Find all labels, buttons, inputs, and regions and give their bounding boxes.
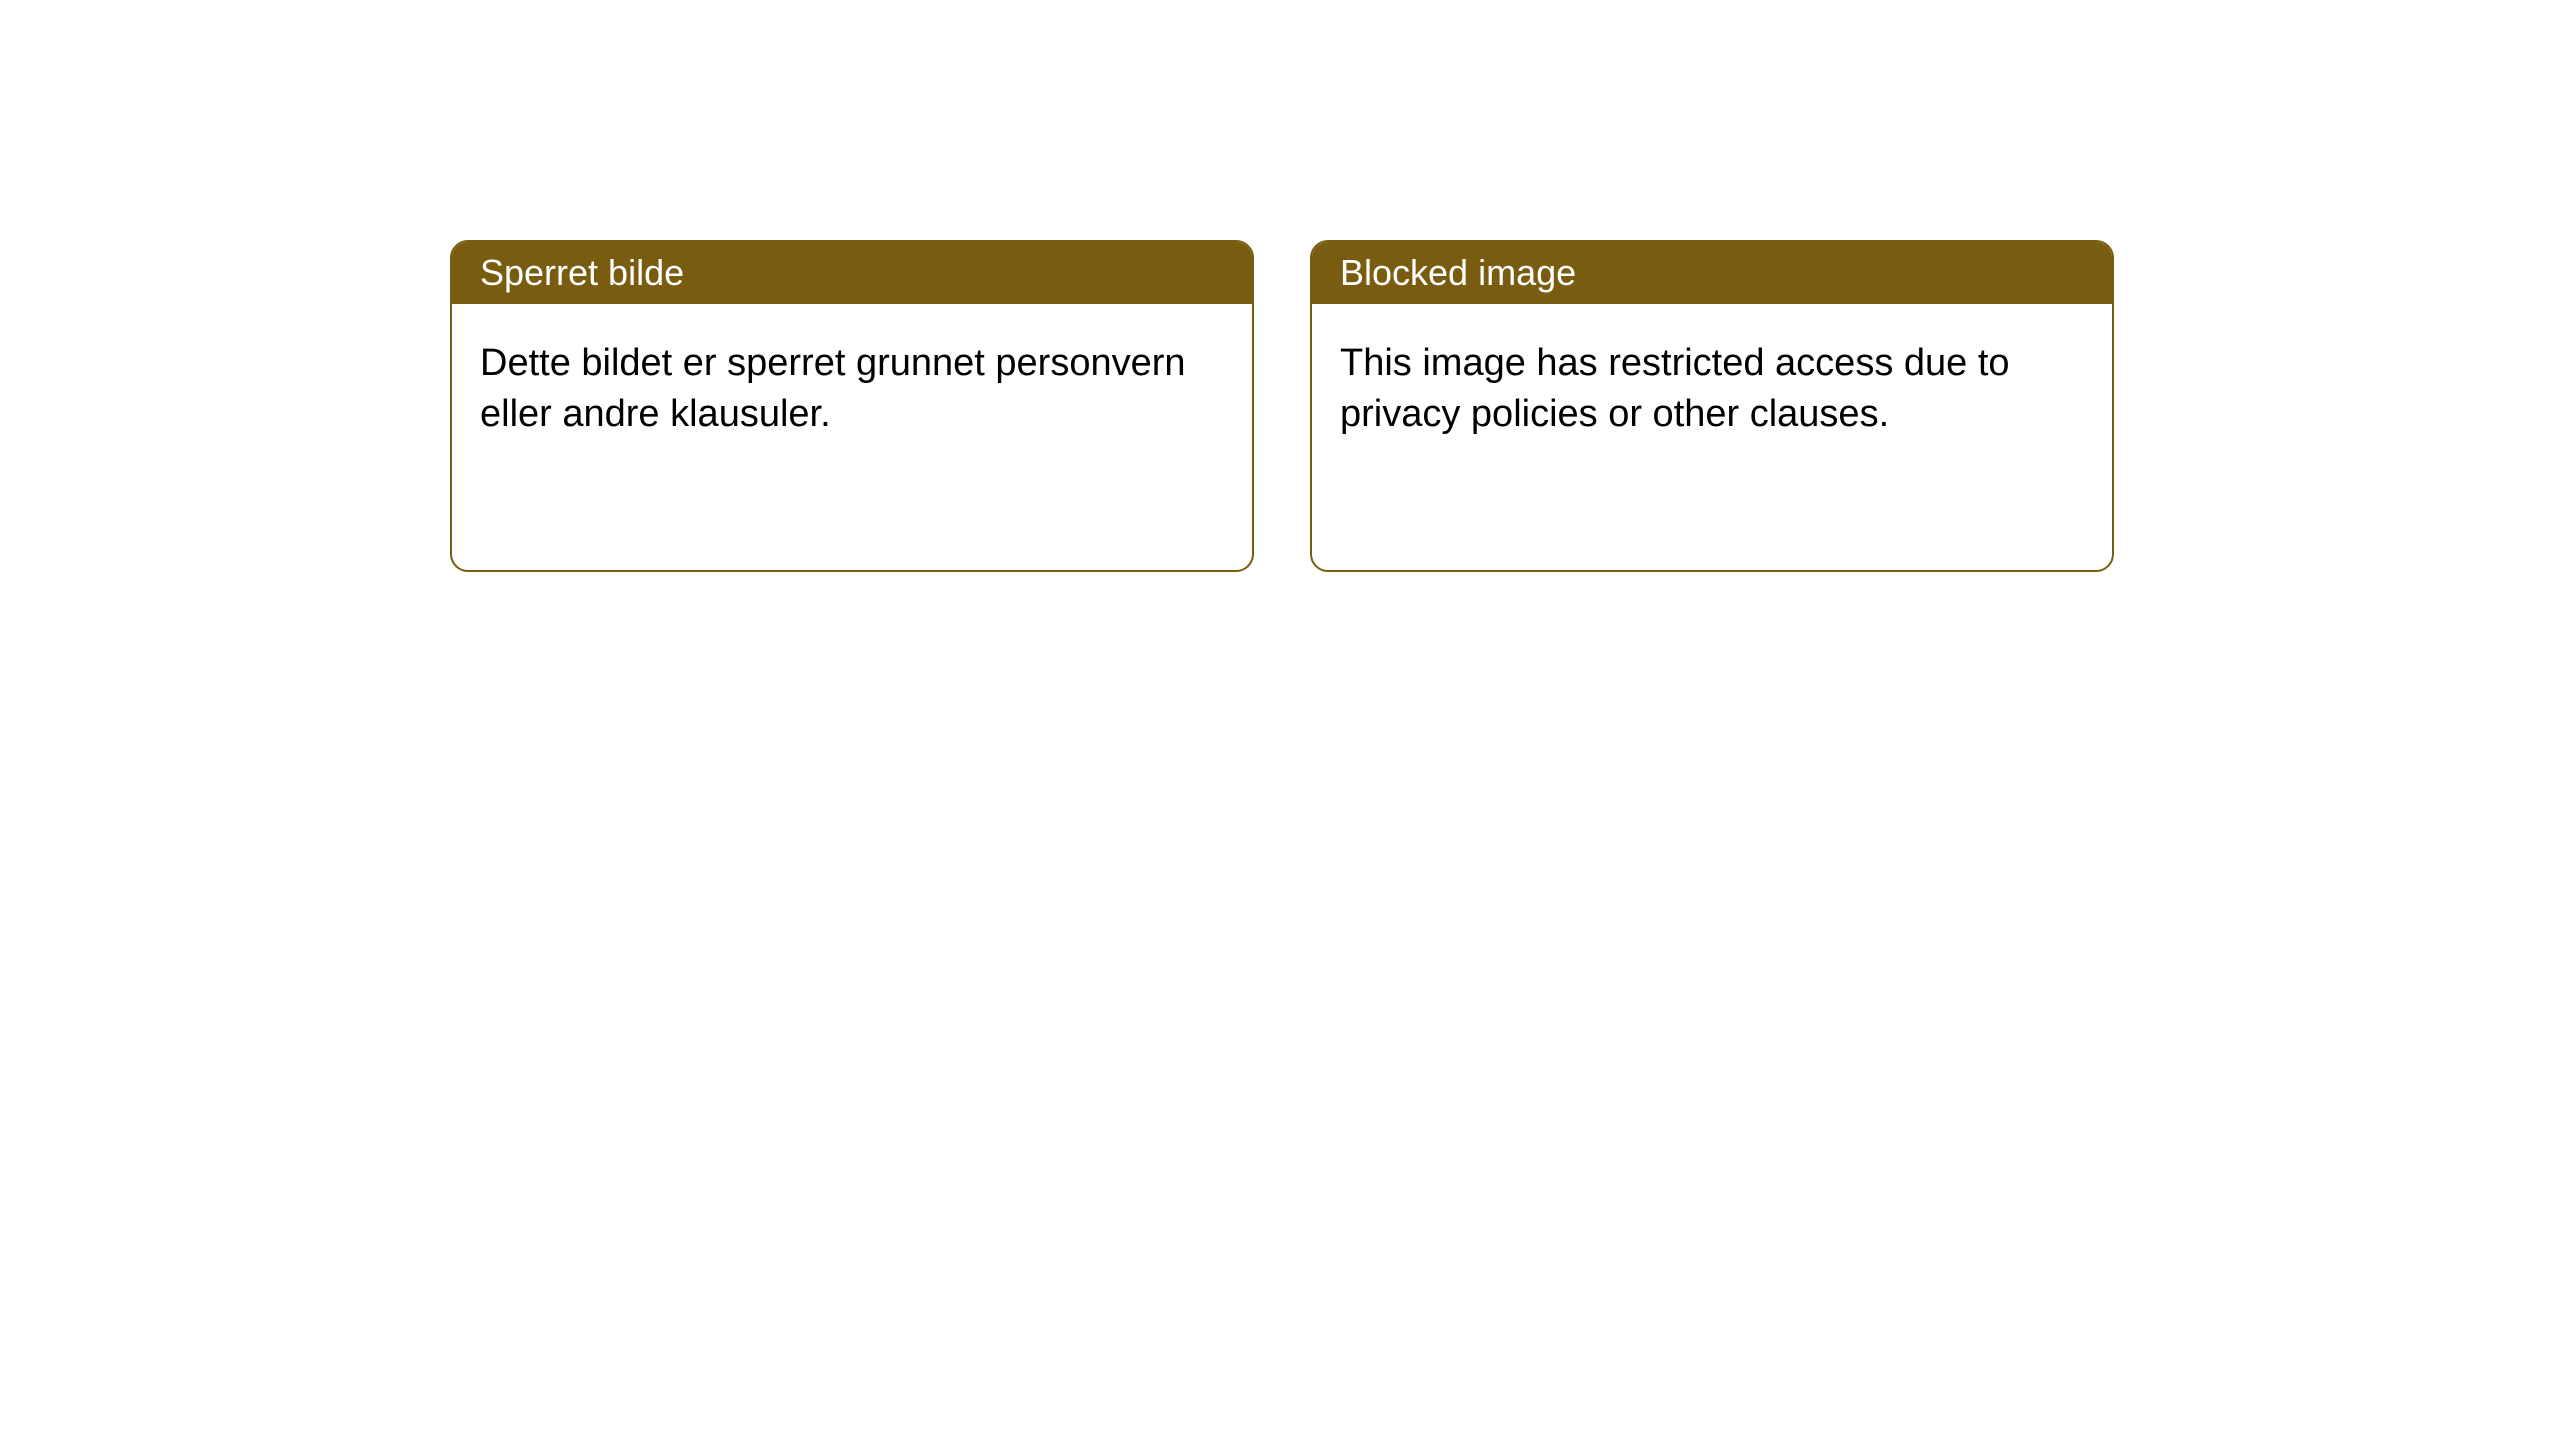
card-body-en: This image has restricted access due to … [1312,304,2112,475]
card-body-no: Dette bildet er sperret grunnet personve… [452,304,1252,475]
card-message-no: Dette bildet er sperret grunnet personve… [480,342,1186,435]
notice-container: Sperret bilde Dette bildet er sperret gr… [0,0,2560,572]
card-header-en: Blocked image [1312,242,2112,304]
card-title-en: Blocked image [1340,252,1576,293]
blocked-image-card-no: Sperret bilde Dette bildet er sperret gr… [450,240,1254,572]
card-message-en: This image has restricted access due to … [1340,342,2010,435]
card-title-no: Sperret bilde [480,252,684,293]
blocked-image-card-en: Blocked image This image has restricted … [1310,240,2114,572]
card-header-no: Sperret bilde [452,242,1252,304]
